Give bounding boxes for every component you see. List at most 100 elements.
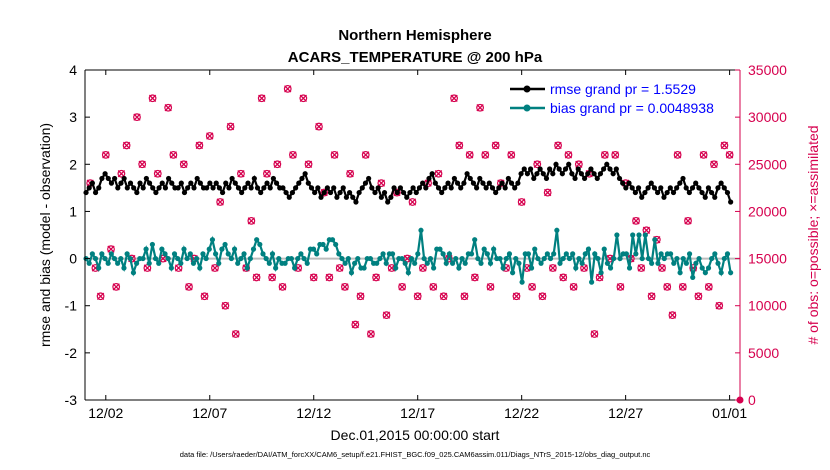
rmse-data-point [597, 171, 604, 177]
bias-data-point [510, 270, 516, 276]
rmse-data-point [334, 194, 340, 200]
obs-assimilated-point [507, 151, 515, 159]
rmse-data-point [483, 185, 489, 191]
obs-assimilated-point [481, 151, 489, 159]
bias-data-point [389, 251, 396, 257]
obs-possible-point [325, 273, 334, 282]
rmse-data-point [569, 171, 575, 177]
rmse-data-point [718, 180, 724, 186]
obs-possible-point [361, 150, 370, 159]
bias-data-point [724, 251, 731, 257]
rmse-data-point [372, 189, 378, 196]
rmse-data-point [337, 189, 343, 196]
rmse-data-point [699, 189, 705, 196]
rmse-data-point [623, 185, 629, 191]
bias-data-point [304, 260, 310, 266]
rmse-data-point [124, 185, 130, 191]
obs-assimilated-point [180, 160, 188, 168]
rmse-data-point [562, 166, 569, 172]
obs-possible-point [699, 150, 708, 159]
rmse-data-point [162, 185, 169, 191]
rmse-data-point [632, 189, 638, 196]
bias-data-point [728, 270, 734, 276]
rmse-data-point [140, 185, 146, 191]
rmse-data-point [305, 180, 311, 186]
bias-data-point [247, 255, 253, 262]
rmse-data-point [648, 180, 654, 186]
obs-assimilated-point [268, 273, 276, 282]
bias-data-point [705, 265, 712, 271]
obs-possible-point [221, 301, 230, 310]
rmse-data-point [553, 161, 559, 167]
obs-assimilated-point [528, 283, 536, 291]
rmse-data-point [651, 185, 658, 191]
obs-assimilated-point [325, 273, 333, 282]
obs-possible-point [320, 188, 329, 197]
obs-assimilated-point [102, 151, 110, 159]
obs-possible-point [351, 320, 360, 329]
rmse-data-point [620, 180, 626, 186]
rmse-data-point [588, 166, 594, 172]
rmse-data-point [451, 175, 457, 182]
obs-possible-point [200, 292, 209, 301]
obs-possible-point [330, 150, 339, 159]
obs-assimilated-point [258, 94, 266, 102]
rmse-data-point [299, 175, 305, 182]
rmse-data-point [594, 175, 600, 182]
obs-possible-point [663, 282, 672, 291]
obs-possible-point [174, 264, 183, 272]
bias-data-point [607, 265, 614, 271]
bias-data-point [614, 232, 620, 238]
right-y-tick-label: 5000 [748, 345, 779, 361]
bias-data-point [263, 255, 269, 262]
bias-data-point [601, 246, 607, 252]
right-y-tick-label: 0 [748, 392, 756, 408]
bias-data-point [266, 260, 272, 266]
obs-possible-point [413, 292, 422, 301]
obs-assimilated-point [440, 292, 448, 300]
rmse-data-point [194, 175, 200, 182]
rmse-data-point [505, 175, 511, 182]
obs-possible-point [450, 94, 458, 103]
bias-data-point [415, 251, 421, 257]
rmse-data-point [429, 171, 435, 177]
bias-data-point [709, 255, 715, 262]
bias-data-point [143, 246, 149, 252]
bias-data-point [680, 255, 686, 262]
bias-data-point [352, 260, 358, 266]
obs-possible-point [377, 179, 386, 188]
obs-possible-point [299, 94, 308, 103]
bias-data-point [361, 265, 367, 271]
rmse-data-point [134, 189, 140, 196]
obs-possible-point [559, 273, 568, 282]
obs-possible-point [470, 273, 479, 282]
rmse-data-point [121, 175, 127, 182]
obs-possible-point [273, 160, 282, 169]
obs-assimilated-point [663, 283, 671, 291]
obs-assimilated-point [471, 273, 479, 282]
bias-data-point [130, 270, 137, 276]
rmse-data-point [537, 166, 543, 172]
rmse-data-point [721, 185, 727, 191]
obs-possible-point [205, 132, 214, 140]
obs-assimilated-point [148, 94, 157, 102]
rmse-data-point [442, 185, 448, 191]
bias-data-point [225, 251, 231, 257]
obs-assimilated-point [710, 160, 718, 168]
rmse-data-point [667, 185, 673, 191]
rmse-data-point [508, 180, 515, 186]
obs-possible-point [658, 264, 666, 272]
bias-data-point [127, 255, 133, 262]
obs-possible-point [247, 216, 256, 225]
obs-assimilated-point [408, 198, 417, 206]
obs-possible-point [185, 282, 193, 291]
bias-data-point [585, 246, 592, 252]
bias-data-point [579, 260, 585, 266]
bias-data-point [563, 251, 569, 257]
bias-data-point [551, 251, 557, 257]
bias-data-point [257, 241, 263, 248]
x-tick-label: 01/01 [712, 405, 747, 421]
obs-assimilated-point [200, 292, 209, 300]
footnote: data file: /Users/raeder/DAI/ATM_forcXX/… [180, 450, 651, 459]
